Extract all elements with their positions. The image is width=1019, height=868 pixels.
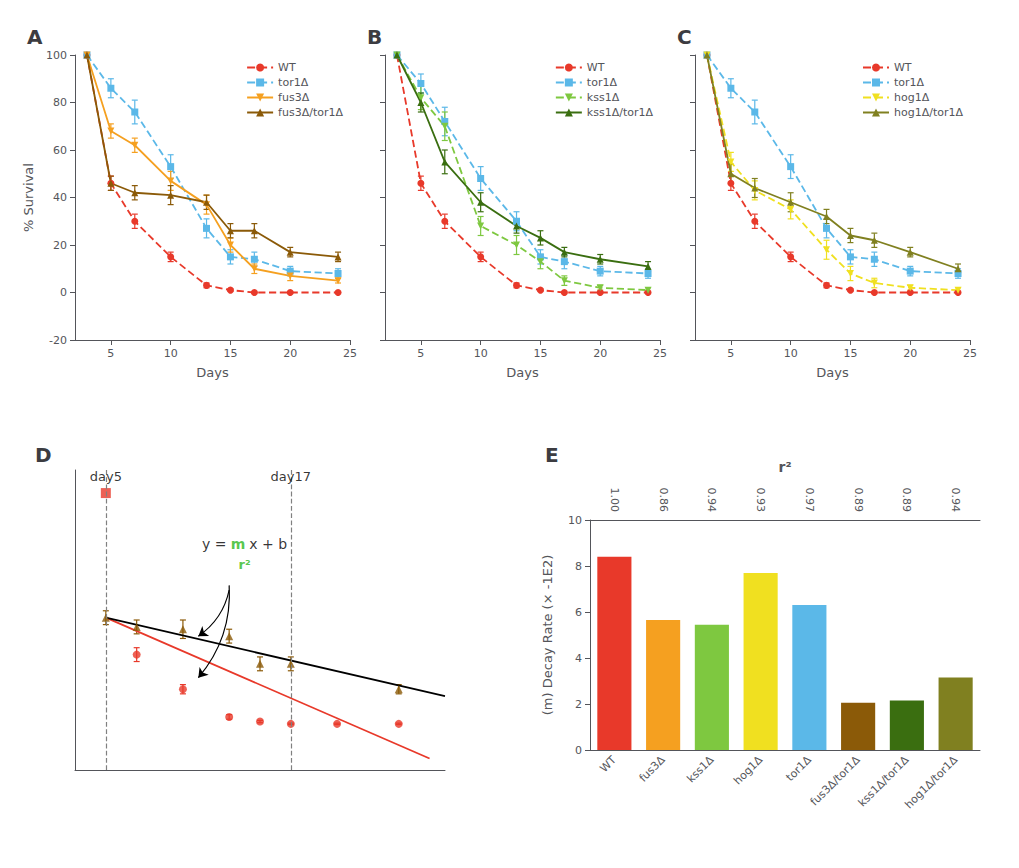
- svg-text:15: 15: [533, 347, 547, 360]
- svg-text:(m) Decay Rate (× -1E2): (m) Decay Rate (× -1E2): [540, 555, 555, 715]
- svg-text:E: E: [545, 443, 559, 467]
- svg-text:10: 10: [474, 347, 488, 360]
- svg-text:10: 10: [164, 347, 178, 360]
- svg-text:day17: day17: [271, 469, 311, 484]
- svg-text:D: D: [35, 443, 52, 467]
- svg-text:r²: r²: [239, 557, 251, 572]
- svg-text:Days: Days: [196, 365, 229, 380]
- svg-text:m: m: [231, 536, 246, 552]
- svg-text:5: 5: [417, 347, 424, 360]
- svg-text:15: 15: [843, 347, 857, 360]
- svg-text:0.94: 0.94: [705, 488, 718, 513]
- svg-text:10: 10: [784, 347, 798, 360]
- svg-text:20: 20: [283, 347, 297, 360]
- svg-text:5: 5: [107, 347, 114, 360]
- svg-text:20: 20: [903, 347, 917, 360]
- svg-text:day5: day5: [90, 469, 122, 484]
- svg-text:8: 8: [575, 560, 582, 573]
- svg-text:kss1Δ/tor1Δ: kss1Δ/tor1Δ: [855, 753, 912, 810]
- svg-text:x + b: x + b: [249, 536, 287, 552]
- svg-text:B: B: [367, 25, 382, 49]
- svg-text:tor1Δ: tor1Δ: [587, 76, 618, 89]
- svg-text:0.93: 0.93: [754, 488, 767, 513]
- svg-text:hog1Δ: hog1Δ: [894, 91, 930, 104]
- svg-text:80: 80: [53, 96, 67, 109]
- svg-text:25: 25: [343, 347, 357, 360]
- svg-text:tor1Δ: tor1Δ: [894, 76, 925, 89]
- svg-text:20: 20: [53, 239, 67, 252]
- svg-text:0.86: 0.86: [657, 488, 670, 513]
- svg-text:10: 10: [568, 514, 582, 527]
- svg-text:0: 0: [60, 286, 67, 299]
- svg-text:kss1Δ: kss1Δ: [587, 91, 620, 104]
- svg-text:C: C: [677, 25, 692, 49]
- svg-text:hog1Δ/tor1Δ: hog1Δ/tor1Δ: [894, 106, 963, 119]
- svg-text:WT: WT: [278, 61, 296, 74]
- svg-text:0.89: 0.89: [852, 488, 865, 513]
- svg-text:hog1Δ/tor1Δ: hog1Δ/tor1Δ: [902, 753, 960, 811]
- svg-text:% Survival: % Survival: [21, 163, 36, 232]
- svg-text:WT: WT: [894, 61, 912, 74]
- svg-text:20: 20: [593, 347, 607, 360]
- svg-text:-20: -20: [49, 334, 67, 347]
- svg-text:r²: r²: [778, 459, 791, 475]
- svg-text:fus3Δ/tor1Δ: fus3Δ/tor1Δ: [278, 106, 343, 119]
- svg-text:2: 2: [575, 698, 582, 711]
- svg-text:0.94: 0.94: [949, 488, 962, 513]
- svg-text:40: 40: [53, 191, 67, 204]
- svg-text:fus3Δ: fus3Δ: [278, 91, 310, 104]
- svg-text:6: 6: [575, 606, 582, 619]
- svg-text:fus3Δ/tor1Δ: fus3Δ/tor1Δ: [807, 753, 863, 809]
- svg-text:4: 4: [575, 652, 582, 665]
- svg-text:fus3Δ: fus3Δ: [637, 753, 668, 784]
- svg-text:kss1Δ: kss1Δ: [684, 753, 716, 785]
- svg-text:y =: y =: [202, 536, 226, 552]
- svg-text:25: 25: [963, 347, 977, 360]
- svg-text:A: A: [27, 25, 43, 49]
- svg-text:hog1Δ: hog1Δ: [731, 753, 765, 787]
- svg-text:100: 100: [46, 49, 67, 62]
- svg-text:60: 60: [53, 144, 67, 157]
- svg-text:tor1Δ: tor1Δ: [784, 753, 815, 784]
- svg-text:1.00: 1.00: [608, 488, 621, 513]
- svg-text:0.89: 0.89: [900, 488, 913, 513]
- svg-text:15: 15: [223, 347, 237, 360]
- svg-text:WT: WT: [597, 753, 619, 775]
- svg-text:Days: Days: [816, 365, 849, 380]
- svg-text:WT: WT: [587, 61, 605, 74]
- svg-text:0.97: 0.97: [803, 488, 816, 513]
- svg-text:kss1Δ/tor1Δ: kss1Δ/tor1Δ: [587, 106, 654, 119]
- svg-text:5: 5: [727, 347, 734, 360]
- svg-text:tor1Δ: tor1Δ: [278, 76, 309, 89]
- svg-text:25: 25: [653, 347, 667, 360]
- svg-text:0: 0: [575, 744, 582, 757]
- svg-text:Days: Days: [506, 365, 539, 380]
